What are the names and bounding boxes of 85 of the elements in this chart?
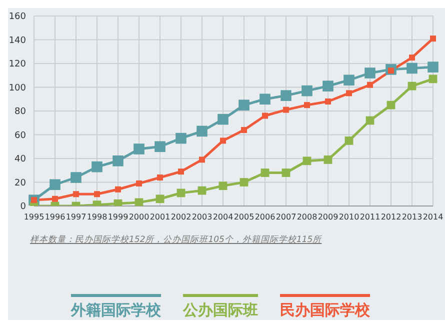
point (115, 186, 121, 192)
x-tick-label: 2006 (254, 212, 276, 222)
point (136, 180, 142, 186)
point (92, 161, 102, 172)
x-tick-label: 2001 (150, 212, 170, 222)
y-tick-label: 100 (8, 83, 26, 94)
point (112, 155, 124, 166)
point (94, 191, 100, 198)
x-tick-label: 2010 (338, 212, 360, 222)
x-tick-label: 2011 (360, 212, 380, 222)
point (262, 112, 268, 119)
point (199, 156, 205, 163)
point (344, 136, 354, 145)
x-tick-label: 2008 (296, 212, 318, 222)
point (157, 174, 163, 180)
point (282, 168, 290, 177)
x-tick-label: 1998 (86, 212, 108, 222)
point (366, 116, 374, 125)
point (154, 141, 166, 152)
x-tick-label: 1996 (44, 212, 66, 222)
y-tick-label: 140 (8, 36, 26, 46)
point (176, 188, 186, 198)
point (346, 90, 352, 96)
x-tick-label: 2012 (380, 212, 402, 222)
x-tick-label: 2009 (318, 212, 338, 222)
point (134, 144, 144, 154)
point (176, 132, 186, 144)
point (50, 179, 60, 190)
point (198, 186, 206, 195)
point (430, 36, 436, 42)
y-tick-label: 20 (14, 178, 26, 188)
point (367, 82, 373, 88)
legend-label: 公办国际班 (183, 301, 258, 320)
point (322, 80, 334, 92)
point (428, 74, 438, 84)
point (280, 90, 292, 101)
x-tick-label: 2005 (234, 212, 254, 222)
x-tick-label: 2013 (402, 212, 422, 222)
point (324, 155, 332, 164)
point (238, 100, 250, 110)
point (218, 182, 228, 190)
point (304, 102, 310, 108)
point (302, 156, 312, 166)
y-tick-label: 0 (20, 202, 26, 212)
x-tick-label: 1995 (24, 212, 44, 222)
point (302, 85, 312, 96)
point (408, 82, 416, 90)
y-tick-label: 40 (14, 154, 26, 165)
point (406, 62, 418, 74)
point (325, 98, 331, 104)
point (241, 127, 247, 133)
point (218, 114, 228, 125)
point (114, 199, 122, 206)
point (283, 106, 289, 113)
point (260, 94, 270, 105)
x-tick-label: 2003 (192, 212, 212, 222)
x-tick-label: 2002 (170, 212, 192, 222)
x-tick-label: 2014 (422, 212, 444, 222)
point (364, 68, 376, 78)
point (220, 138, 226, 144)
text: 民办国际学校 (280, 301, 370, 320)
point (260, 168, 270, 177)
point (196, 126, 208, 137)
point (178, 168, 184, 175)
point (240, 178, 248, 186)
text: 样本数量：民办国际学校152所，公办国际班105个，外籍国际学校115所 (30, 234, 322, 246)
point (409, 54, 415, 61)
x-tick-label: 2007 (276, 212, 296, 222)
point (134, 198, 144, 206)
point (52, 196, 58, 202)
point (344, 74, 354, 86)
text: 外籍国际学校 (71, 301, 161, 320)
y-tick-label: 60 (14, 130, 26, 141)
point (70, 172, 82, 183)
point (73, 191, 79, 198)
point (386, 100, 396, 110)
x-tick-label: 2000 (128, 212, 150, 222)
point (156, 194, 164, 204)
y-tick-label: 120 (8, 60, 26, 70)
x-tick-label: 1997 (66, 212, 86, 222)
x-tick-label: 1999 (108, 212, 128, 222)
point (428, 62, 438, 72)
y-tick-label: 80 (14, 107, 26, 118)
x-tick-label: 2004 (212, 212, 234, 222)
y-tick-label: 160 (8, 12, 26, 22)
